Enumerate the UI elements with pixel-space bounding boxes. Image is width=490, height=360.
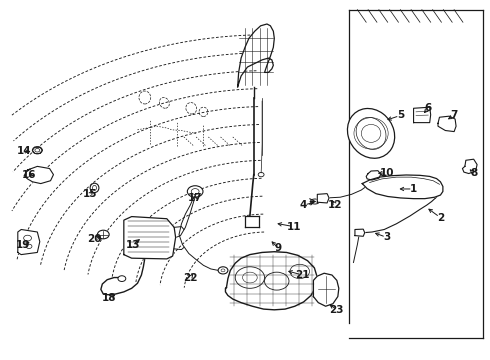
Polygon shape [438,116,456,132]
Text: 23: 23 [330,305,344,315]
Polygon shape [463,159,477,174]
Polygon shape [238,24,274,87]
Circle shape [118,276,126,282]
Text: 11: 11 [287,222,301,231]
Text: 6: 6 [425,103,432,113]
Text: 14: 14 [17,146,31,156]
Text: 1: 1 [410,184,417,194]
Text: 5: 5 [397,111,404,121]
Text: 15: 15 [83,189,98,199]
Circle shape [98,230,109,239]
Text: 4: 4 [300,200,307,210]
Polygon shape [18,229,40,255]
Ellipse shape [90,183,99,193]
Text: 22: 22 [183,273,197,283]
Text: 3: 3 [383,232,391,242]
Text: 20: 20 [87,234,102,244]
Polygon shape [414,107,431,123]
Polygon shape [362,175,443,199]
Polygon shape [24,166,53,184]
Text: 2: 2 [437,213,444,222]
Text: 9: 9 [275,243,282,253]
Ellipse shape [311,199,319,204]
Text: 21: 21 [295,270,310,280]
Text: 16: 16 [22,170,36,180]
Polygon shape [225,252,318,310]
Text: 7: 7 [450,111,458,121]
Polygon shape [355,229,365,236]
Text: 13: 13 [125,239,140,249]
Text: 8: 8 [470,168,477,178]
Text: 10: 10 [379,168,394,178]
Polygon shape [314,273,339,306]
Circle shape [218,267,228,274]
Text: 18: 18 [102,293,117,303]
Circle shape [187,186,203,197]
Text: 12: 12 [328,200,343,210]
Polygon shape [366,171,381,180]
Text: 19: 19 [16,239,30,249]
Polygon shape [318,194,329,203]
Circle shape [32,147,42,154]
Ellipse shape [347,108,394,158]
Polygon shape [124,217,175,259]
Text: 17: 17 [188,193,202,203]
